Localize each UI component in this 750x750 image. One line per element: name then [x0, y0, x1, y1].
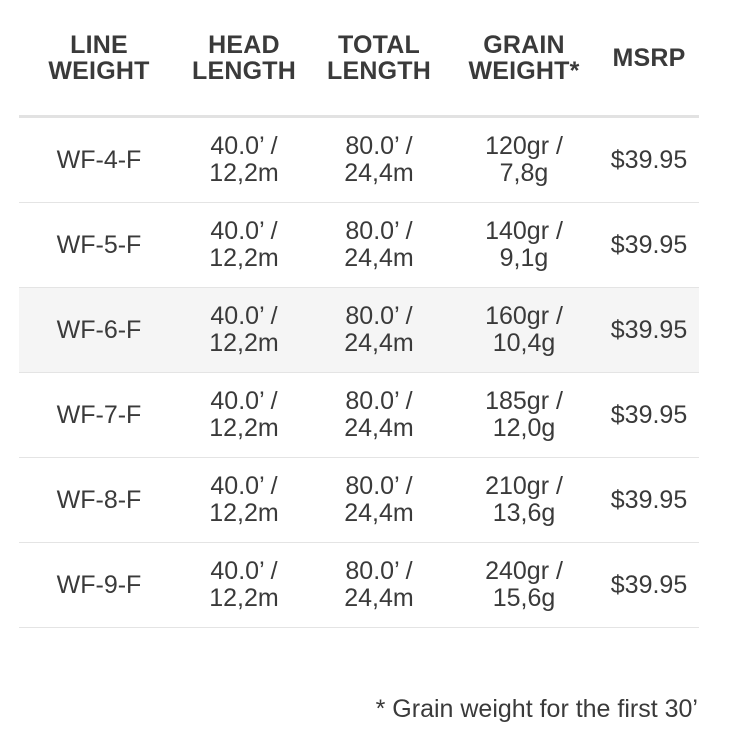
cell-msrp: $39.95	[599, 202, 699, 288]
cell-head-length-ft: 40.0’ /	[210, 472, 278, 500]
cell-total-length: 80.0’ /24,4m	[309, 457, 449, 543]
grain-weight-footnote: * Grain weight for the first 30’	[375, 695, 698, 723]
cell-grain-weight: 240gr /15,6g	[449, 542, 599, 628]
cell-head-length-ft: 40.0’ /	[210, 387, 278, 415]
cell-grain-weight-g: 7,8g	[499, 159, 549, 187]
header-head-length-line2: LENGTH	[192, 56, 296, 85]
cell-grain-weight-g: 13,6g	[492, 499, 556, 527]
cell-total-length-ft: 80.0’ /	[345, 387, 413, 415]
cell-total-length-ft: 80.0’ /	[345, 132, 413, 160]
cell-total-length-m: 24,4m	[344, 584, 414, 612]
cell-head-length: 40.0’ /12,2m	[179, 116, 309, 203]
cell-total-length: 80.0’ /24,4m	[309, 542, 449, 628]
header-line-weight-line1: LINE	[70, 30, 128, 59]
cell-grain-weight: 140gr /9,1g	[449, 202, 599, 288]
cell-grain-weight: 210gr /13,6g	[449, 457, 599, 543]
cell-grain-weight-g: 9,1g	[499, 244, 549, 272]
cell-grain-weight-gr: 120gr /	[485, 132, 563, 160]
cell-head-length-m: 12,2m	[209, 159, 279, 187]
cell-head-length-m: 12,2m	[209, 244, 279, 272]
header-head-length-line1: HEAD	[208, 30, 280, 59]
cell-head-length-ft: 40.0’ /	[210, 132, 278, 160]
table-body: WF-4-F 40.0’ /12,2m 80.0’ /24,4m 120gr /…	[19, 116, 699, 628]
cell-line-weight: WF-6-F	[19, 287, 179, 373]
header-total-length: TOTAL LENGTH	[309, 0, 449, 118]
header-total-length-line1: TOTAL	[337, 30, 420, 59]
table-row: WF-8-F 40.0’ /12,2m 80.0’ /24,4m 210gr /…	[19, 457, 699, 543]
cell-line-weight: WF-4-F	[19, 116, 179, 203]
cell-total-length-m: 24,4m	[344, 499, 414, 527]
specs-table-container: LINE WEIGHT HEAD LENGTH TOTAL LENGTH GRA…	[19, 0, 699, 628]
cell-total-length-ft: 80.0’ /	[345, 472, 413, 500]
cell-msrp: $39.95	[599, 116, 699, 203]
cell-head-length: 40.0’ /12,2m	[179, 542, 309, 628]
cell-grain-weight-gr: 240gr /	[485, 557, 563, 585]
cell-total-length-ft: 80.0’ /	[345, 557, 413, 585]
header-msrp: MSRP	[599, 0, 699, 118]
cell-grain-weight-g: 15,6g	[492, 584, 556, 612]
cell-head-length-m: 12,2m	[209, 499, 279, 527]
cell-line-weight: WF-5-F	[19, 202, 179, 288]
table-row: WF-4-F 40.0’ /12,2m 80.0’ /24,4m 120gr /…	[19, 116, 699, 203]
cell-total-length-m: 24,4m	[344, 244, 414, 272]
cell-head-length-m: 12,2m	[209, 329, 279, 357]
cell-head-length: 40.0’ /12,2m	[179, 287, 309, 373]
cell-head-length-m: 12,2m	[209, 414, 279, 442]
table-header: LINE WEIGHT HEAD LENGTH TOTAL LENGTH GRA…	[19, 0, 699, 118]
header-row: LINE WEIGHT HEAD LENGTH TOTAL LENGTH GRA…	[19, 0, 699, 118]
cell-head-length: 40.0’ /12,2m	[179, 372, 309, 458]
header-grain-weight-line2: WEIGHT*	[468, 56, 580, 85]
cell-head-length-m: 12,2m	[209, 584, 279, 612]
header-grain-weight: GRAIN WEIGHT*	[449, 0, 599, 118]
cell-head-length-ft: 40.0’ /	[210, 302, 278, 330]
cell-msrp: $39.95	[599, 372, 699, 458]
cell-grain-weight-g: 10,4g	[492, 329, 556, 357]
cell-msrp: $39.95	[599, 457, 699, 543]
cell-head-length: 40.0’ /12,2m	[179, 202, 309, 288]
header-msrp-line1: MSRP	[612, 43, 686, 72]
cell-grain-weight-gr: 210gr /	[485, 472, 563, 500]
cell-msrp: $39.95	[599, 287, 699, 373]
cell-grain-weight-gr: 140gr /	[485, 217, 563, 245]
header-line-weight-line2: WEIGHT	[48, 56, 150, 85]
cell-grain-weight-gr: 185gr /	[485, 387, 563, 415]
cell-grain-weight-g: 12,0g	[492, 414, 556, 442]
header-total-length-line2: LENGTH	[327, 56, 431, 85]
header-line-weight: LINE WEIGHT	[19, 0, 179, 118]
cell-msrp: $39.95	[599, 542, 699, 628]
cell-head-length-ft: 40.0’ /	[210, 557, 278, 585]
table-row: WF-5-F 40.0’ /12,2m 80.0’ /24,4m 140gr /…	[19, 202, 699, 288]
cell-total-length: 80.0’ /24,4m	[309, 202, 449, 288]
cell-head-length-ft: 40.0’ /	[210, 217, 278, 245]
table-row-highlighted: WF-6-F 40.0’ /12,2m 80.0’ /24,4m 160gr /…	[19, 287, 699, 373]
line-specs-table: LINE WEIGHT HEAD LENGTH TOTAL LENGTH GRA…	[19, 0, 699, 628]
cell-total-length: 80.0’ /24,4m	[309, 372, 449, 458]
header-grain-weight-line1: GRAIN	[483, 30, 565, 59]
cell-total-length-m: 24,4m	[344, 414, 414, 442]
cell-grain-weight: 160gr /10,4g	[449, 287, 599, 373]
cell-grain-weight: 185gr /12,0g	[449, 372, 599, 458]
cell-grain-weight: 120gr /7,8g	[449, 116, 599, 203]
table-row: WF-7-F 40.0’ /12,2m 80.0’ /24,4m 185gr /…	[19, 372, 699, 458]
cell-total-length: 80.0’ /24,4m	[309, 116, 449, 203]
cell-line-weight: WF-9-F	[19, 542, 179, 628]
table-row: WF-9-F 40.0’ /12,2m 80.0’ /24,4m 240gr /…	[19, 542, 699, 628]
cell-total-length-ft: 80.0’ /	[345, 302, 413, 330]
cell-head-length: 40.0’ /12,2m	[179, 457, 309, 543]
header-head-length: HEAD LENGTH	[179, 0, 309, 118]
cell-line-weight: WF-8-F	[19, 457, 179, 543]
cell-line-weight: WF-7-F	[19, 372, 179, 458]
cell-total-length-m: 24,4m	[344, 159, 414, 187]
cell-total-length-m: 24,4m	[344, 329, 414, 357]
cell-total-length: 80.0’ /24,4m	[309, 287, 449, 373]
cell-total-length-ft: 80.0’ /	[345, 217, 413, 245]
cell-grain-weight-gr: 160gr /	[485, 302, 563, 330]
